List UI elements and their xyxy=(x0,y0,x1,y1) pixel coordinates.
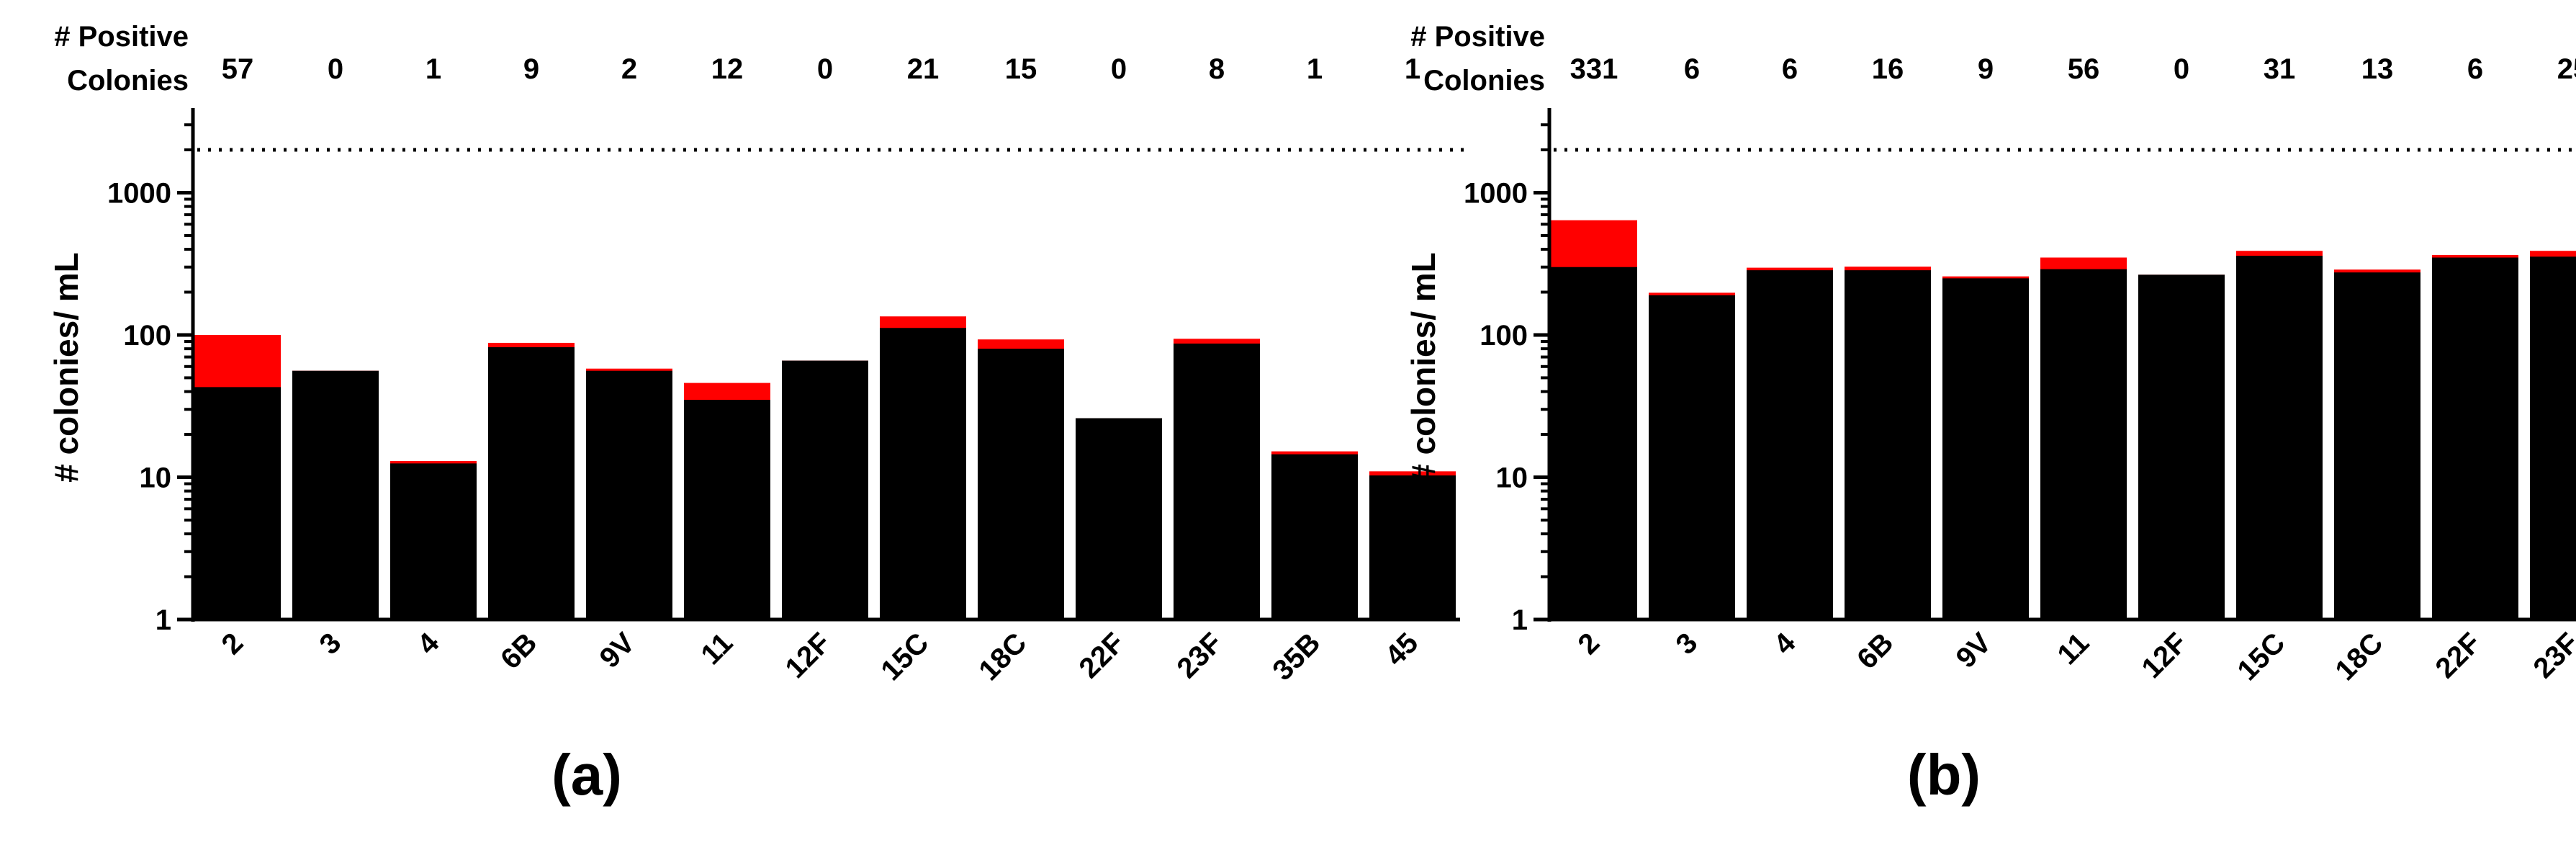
x-tick-label: 15C xyxy=(2231,627,2291,687)
x-tick-label: 11 xyxy=(695,627,739,671)
bar-negative xyxy=(1845,270,1931,620)
positive-colonies-header: # Positive xyxy=(54,21,189,53)
chart-panel-b: # PositiveColonies3316616956031136252601… xyxy=(1405,21,2576,807)
positive-count-label: 57 xyxy=(222,53,254,85)
positive-count-label: 56 xyxy=(2068,53,2100,85)
y-tick-label: 1000 xyxy=(107,177,171,209)
y-tick-label: 1000 xyxy=(1464,177,1528,209)
bar-negative xyxy=(684,400,770,620)
bar-negative xyxy=(1076,418,1162,620)
y-axis-label: # colonies/ mL xyxy=(1405,252,1442,483)
positive-count-label: 1 xyxy=(1307,53,1323,85)
positive-count-label: 8 xyxy=(1209,53,1225,85)
positive-count-label: 0 xyxy=(2174,53,2189,85)
x-tick-label: 35B xyxy=(1266,627,1326,687)
x-tick-label: 9V xyxy=(1950,627,1998,674)
bar-negative xyxy=(390,463,477,620)
y-tick-label: 1 xyxy=(1512,604,1528,636)
x-tick-label: 23F xyxy=(1171,627,1229,684)
positive-count-label: 9 xyxy=(523,53,539,85)
positive-count-label: 31 xyxy=(2264,53,2296,85)
panel-label: (b) xyxy=(1907,743,1981,807)
x-tick-label: 23F xyxy=(2528,627,2576,684)
bar-negative xyxy=(194,387,281,620)
positive-count-label: 9 xyxy=(1978,53,1994,85)
bar-negative xyxy=(1271,454,1358,620)
x-tick-label: 3 xyxy=(314,627,348,661)
y-tick-label: 100 xyxy=(123,320,171,352)
bar-negative xyxy=(1174,343,1260,620)
positive-count-label: 1 xyxy=(425,53,441,85)
x-tick-label: 18C xyxy=(973,627,1032,687)
x-tick-label: 12F xyxy=(2136,627,2194,684)
x-tick-label: 45 xyxy=(1379,627,1425,672)
x-tick-label: 15C xyxy=(875,627,935,687)
bar-negative xyxy=(488,346,575,620)
x-tick-label: 22F xyxy=(2430,627,2487,684)
x-tick-label: 3 xyxy=(1670,627,1704,661)
bar-negative xyxy=(292,370,379,620)
positive-count-label: 25 xyxy=(2557,53,2576,85)
x-tick-label: 12F xyxy=(780,627,837,684)
y-tick-label: 100 xyxy=(1480,320,1528,352)
bar-negative xyxy=(2334,272,2420,620)
bar-negative xyxy=(978,349,1064,620)
x-tick-label: 4 xyxy=(1768,627,1802,661)
bar-negative xyxy=(2138,274,2225,620)
positive-count-label: 13 xyxy=(2361,53,2394,85)
bar-negative xyxy=(782,360,868,620)
y-tick-label: 10 xyxy=(1496,462,1528,493)
bar-negative xyxy=(880,328,966,620)
bar-negative xyxy=(2040,269,2127,620)
positive-count-label: 0 xyxy=(817,53,833,85)
positive-count-label: 21 xyxy=(907,53,940,85)
bar-negative xyxy=(1369,475,1456,620)
positive-count-label: 15 xyxy=(1005,53,1037,85)
bar-negative xyxy=(1551,267,1637,620)
x-tick-label: 6B xyxy=(495,627,543,675)
positive-count-label: 16 xyxy=(1872,53,1904,85)
panel-label: (a) xyxy=(551,743,622,807)
positive-count-label: 6 xyxy=(1684,53,1700,85)
bar-negative xyxy=(1649,295,1735,620)
y-axis-label: # colonies/ mL xyxy=(48,252,85,483)
positive-colonies-header-line2: Colonies xyxy=(1423,65,1545,97)
positive-colonies-header: # Positive xyxy=(1410,21,1545,53)
positive-count-label: 6 xyxy=(2467,53,2483,85)
positive-count-label: 331 xyxy=(1570,53,1618,85)
x-tick-label: 18C xyxy=(2329,627,2389,687)
bar-negative xyxy=(2236,256,2323,620)
y-tick-label: 10 xyxy=(140,462,172,493)
positive-count-label: 0 xyxy=(328,53,343,85)
x-tick-label: 2 xyxy=(1572,627,1606,661)
bar-negative xyxy=(2530,256,2576,620)
x-tick-label: 6B xyxy=(1851,627,1899,675)
positive-count-label: 12 xyxy=(711,53,744,85)
bar-negative xyxy=(586,370,672,620)
positive-count-label: 6 xyxy=(1782,53,1798,85)
x-tick-label: 22F xyxy=(1073,627,1131,684)
positive-count-label: 1 xyxy=(1405,53,1420,85)
positive-count-label: 0 xyxy=(1111,53,1127,85)
positive-count-label: 2 xyxy=(621,53,637,85)
bar-negative xyxy=(2432,257,2518,620)
x-tick-label: 2 xyxy=(216,627,250,661)
positive-colonies-header-line2: Colonies xyxy=(67,65,189,97)
bar-negative xyxy=(1747,270,1833,620)
x-tick-label: 9V xyxy=(594,627,641,674)
bar-negative xyxy=(1942,278,2029,620)
y-tick-label: 1 xyxy=(156,604,171,636)
x-tick-label: 11 xyxy=(2051,627,2095,671)
x-tick-label: 4 xyxy=(412,627,446,661)
